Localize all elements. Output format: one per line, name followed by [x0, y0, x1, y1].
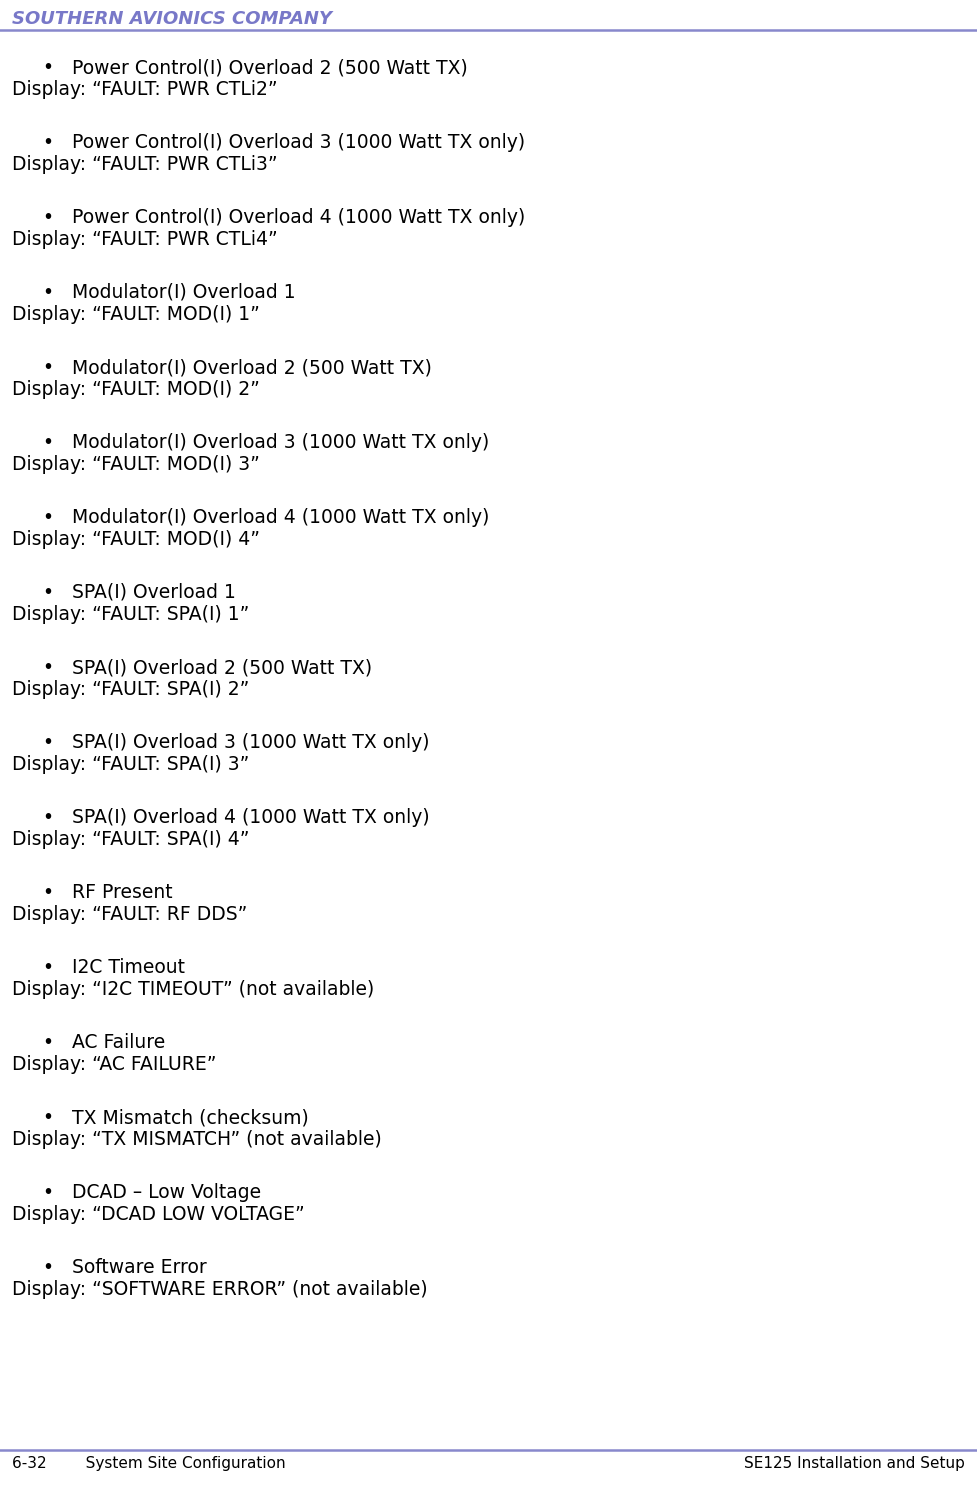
- Text: •: •: [42, 507, 54, 527]
- Text: Display: “AC FAILURE”: Display: “AC FAILURE”: [12, 1055, 216, 1074]
- Text: RF Present: RF Present: [72, 883, 173, 903]
- Text: Power Control(I) Overload 4 (1000 Watt TX only): Power Control(I) Overload 4 (1000 Watt T…: [72, 207, 526, 227]
- Text: AC Failure: AC Failure: [72, 1032, 165, 1052]
- Text: Display: “FAULT: PWR CTLi2”: Display: “FAULT: PWR CTLi2”: [12, 81, 277, 98]
- Text: •: •: [42, 1183, 54, 1203]
- Text: Display: “I2C TIMEOUT” (not available): Display: “I2C TIMEOUT” (not available): [12, 980, 374, 1000]
- Text: Modulator(I) Overload 1: Modulator(I) Overload 1: [72, 283, 296, 301]
- Text: Display: “TX MISMATCH” (not available): Display: “TX MISMATCH” (not available): [12, 1129, 382, 1149]
- Text: Display: “DCAD LOW VOLTAGE”: Display: “DCAD LOW VOLTAGE”: [12, 1206, 305, 1223]
- Text: Display: “FAULT: SPA(I) 4”: Display: “FAULT: SPA(I) 4”: [12, 830, 249, 849]
- Text: •: •: [42, 809, 54, 827]
- Text: Modulator(I) Overload 2 (500 Watt TX): Modulator(I) Overload 2 (500 Watt TX): [72, 358, 432, 377]
- Text: SPA(I) Overload 3 (1000 Watt TX only): SPA(I) Overload 3 (1000 Watt TX only): [72, 733, 430, 752]
- Text: Display: “FAULT: MOD(I) 3”: Display: “FAULT: MOD(I) 3”: [12, 455, 260, 474]
- Text: SOUTHERN AVIONICS COMPANY: SOUTHERN AVIONICS COMPANY: [12, 10, 332, 28]
- Text: •: •: [42, 883, 54, 903]
- Text: I2C Timeout: I2C Timeout: [72, 958, 185, 977]
- Text: •: •: [42, 207, 54, 227]
- Text: •: •: [42, 658, 54, 677]
- Text: SE125 Installation and Setup: SE125 Installation and Setup: [744, 1456, 965, 1471]
- Text: TX Mismatch (checksum): TX Mismatch (checksum): [72, 1109, 309, 1126]
- Text: Display: “FAULT: SPA(I) 2”: Display: “FAULT: SPA(I) 2”: [12, 680, 249, 698]
- Text: SPA(I) Overload 1: SPA(I) Overload 1: [72, 583, 235, 601]
- Text: •: •: [42, 133, 54, 152]
- Text: SPA(I) Overload 4 (1000 Watt TX only): SPA(I) Overload 4 (1000 Watt TX only): [72, 809, 430, 827]
- Text: •: •: [42, 283, 54, 301]
- Text: •: •: [42, 58, 54, 78]
- Text: •: •: [42, 358, 54, 377]
- Text: DCAD – Low Voltage: DCAD – Low Voltage: [72, 1183, 261, 1203]
- Text: •: •: [42, 1109, 54, 1126]
- Text: Display: “FAULT: PWR CTLi4”: Display: “FAULT: PWR CTLi4”: [12, 230, 277, 249]
- Text: Display: “FAULT: MOD(I) 4”: Display: “FAULT: MOD(I) 4”: [12, 530, 260, 549]
- Text: Power Control(I) Overload 3 (1000 Watt TX only): Power Control(I) Overload 3 (1000 Watt T…: [72, 133, 525, 152]
- Text: SPA(I) Overload 2 (500 Watt TX): SPA(I) Overload 2 (500 Watt TX): [72, 658, 372, 677]
- Text: •: •: [42, 583, 54, 601]
- Text: Display: “FAULT: SPA(I) 1”: Display: “FAULT: SPA(I) 1”: [12, 604, 249, 624]
- Text: Power Control(I) Overload 2 (500 Watt TX): Power Control(I) Overload 2 (500 Watt TX…: [72, 58, 468, 78]
- Text: •: •: [42, 1032, 54, 1052]
- Text: •: •: [42, 433, 54, 452]
- Text: Modulator(I) Overload 3 (1000 Watt TX only): Modulator(I) Overload 3 (1000 Watt TX on…: [72, 433, 489, 452]
- Text: Display: “FAULT: SPA(I) 3”: Display: “FAULT: SPA(I) 3”: [12, 755, 249, 774]
- Text: •: •: [42, 733, 54, 752]
- Text: Display: “FAULT: PWR CTLi3”: Display: “FAULT: PWR CTLi3”: [12, 155, 277, 175]
- Text: 6-32        System Site Configuration: 6-32 System Site Configuration: [12, 1456, 285, 1471]
- Text: •: •: [42, 1258, 54, 1277]
- Text: •: •: [42, 958, 54, 977]
- Text: Display: “FAULT: MOD(I) 1”: Display: “FAULT: MOD(I) 1”: [12, 304, 260, 324]
- Text: Software Error: Software Error: [72, 1258, 207, 1277]
- Text: Display: “FAULT: RF DDS”: Display: “FAULT: RF DDS”: [12, 906, 247, 924]
- Text: Display: “FAULT: MOD(I) 2”: Display: “FAULT: MOD(I) 2”: [12, 380, 260, 398]
- Text: Display: “SOFTWARE ERROR” (not available): Display: “SOFTWARE ERROR” (not available…: [12, 1280, 428, 1300]
- Text: Modulator(I) Overload 4 (1000 Watt TX only): Modulator(I) Overload 4 (1000 Watt TX on…: [72, 507, 489, 527]
